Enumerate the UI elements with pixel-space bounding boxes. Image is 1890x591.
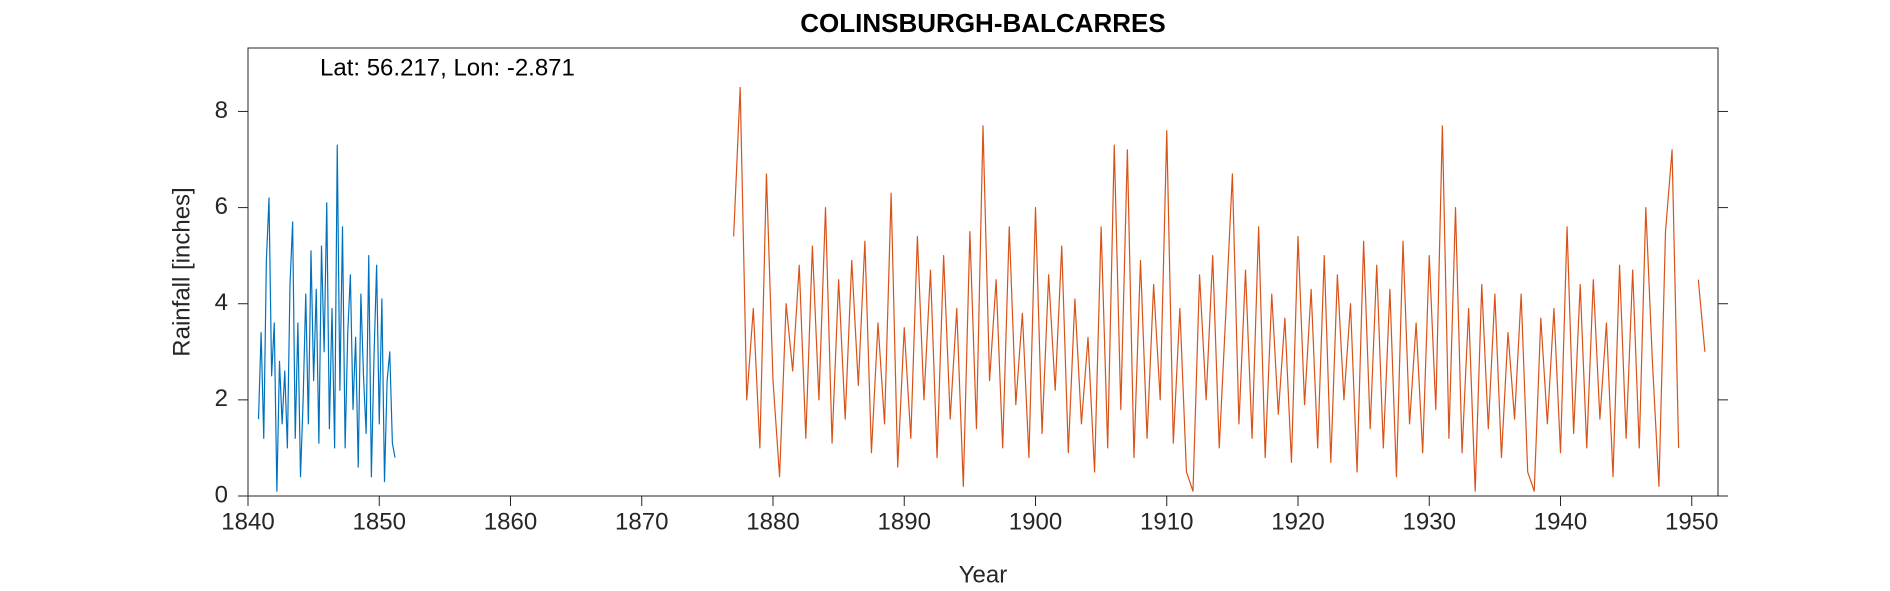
y-axis-label: Rainfall [inches] [168,187,195,356]
x-tick-label: 1920 [1271,508,1324,535]
x-tick-label: 1900 [1009,508,1062,535]
x-tick-label: 1930 [1403,508,1456,535]
x-tick-label: 1950 [1665,508,1718,535]
data-line [257,144,396,492]
y-tick-label: 4 [215,289,228,316]
data-line [733,86,1706,492]
y-tick-label: 0 [215,481,228,508]
y-tick-label: 8 [215,97,228,124]
x-tick-label: 1940 [1534,508,1587,535]
x-tick-label: 1840 [221,508,274,535]
chart-title: COLINSBURGH-BALCARRES [800,8,1165,38]
x-tick-label: 1890 [878,508,931,535]
x-tick-label: 1910 [1140,508,1193,535]
x-axis-label: Year [959,561,1008,588]
x-tick-label: 1870 [615,508,668,535]
y-tick-label: 2 [215,385,228,412]
y-tick-label: 6 [215,193,228,220]
x-tick-label: 1880 [746,508,799,535]
plot-box [247,47,1719,497]
x-tick-label: 1850 [353,508,406,535]
x-tick-label: 1860 [484,508,537,535]
annotation: Lat: 56.217, Lon: -2.871 [320,54,575,81]
